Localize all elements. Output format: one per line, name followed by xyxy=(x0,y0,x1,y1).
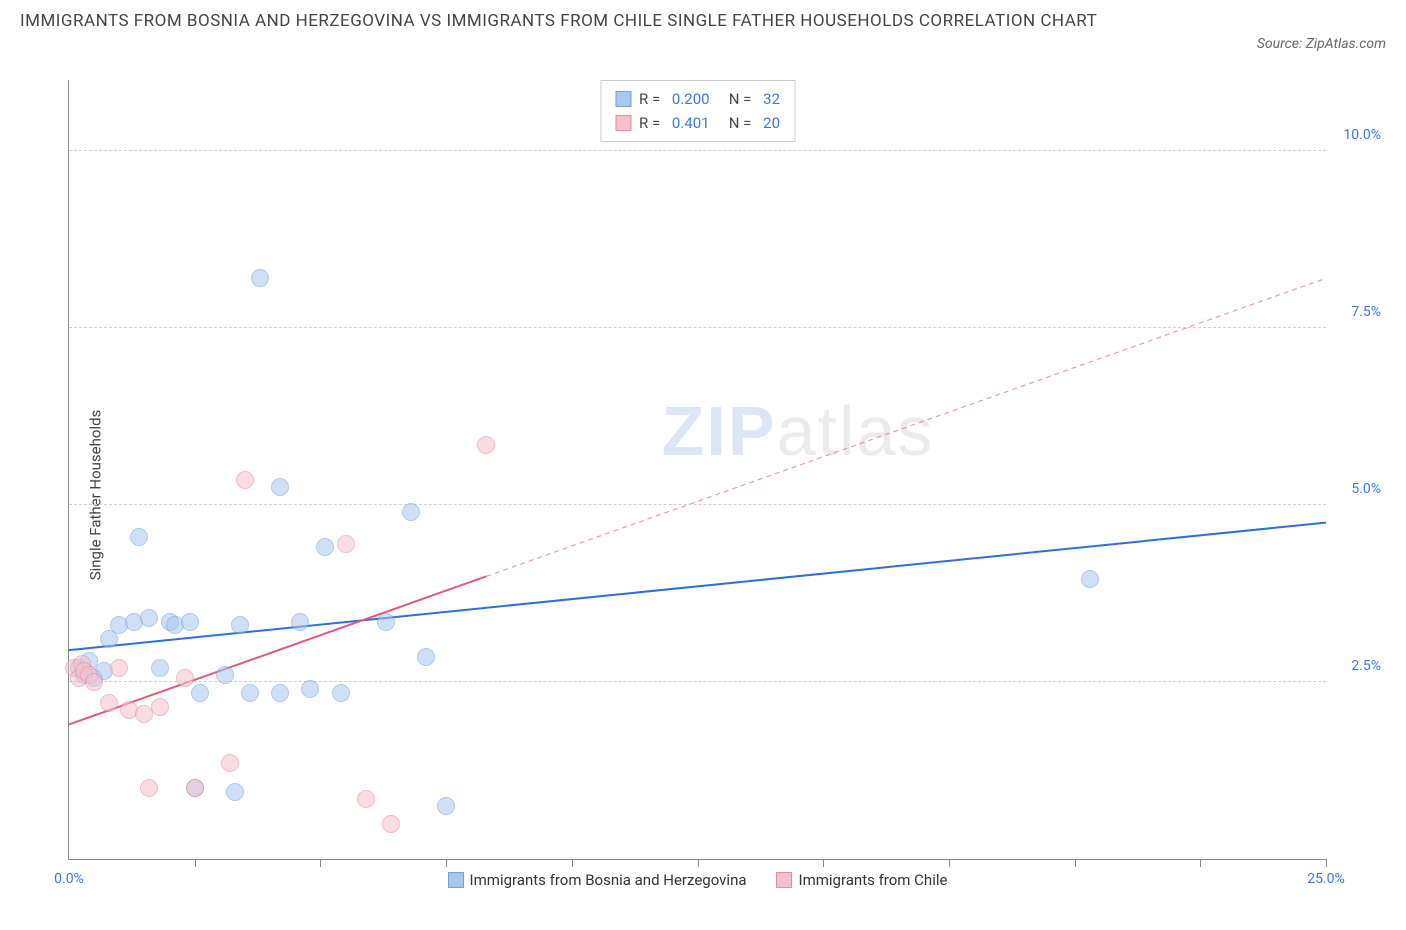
y-tick-label: 5.0% xyxy=(1351,481,1381,497)
watermark-zip: ZIP xyxy=(662,392,777,470)
y-tick-label: 2.5% xyxy=(1351,658,1381,674)
gridline-h xyxy=(69,681,1326,682)
n-label: N = xyxy=(718,111,756,135)
data-point xyxy=(100,694,118,712)
data-point xyxy=(241,684,259,702)
data-point xyxy=(477,436,495,454)
data-point xyxy=(221,754,239,772)
r-value: 0.401 xyxy=(672,111,710,135)
data-point xyxy=(301,680,319,698)
y-tick-label: 10.0% xyxy=(1343,127,1381,143)
x-tick xyxy=(949,859,950,867)
legend-swatch xyxy=(615,91,631,107)
plot-area: ZIPatlas R = 0.200 N = 32R = 0.401 N = 2… xyxy=(68,80,1326,860)
gridline-h xyxy=(69,150,1326,151)
x-tick xyxy=(1326,859,1327,867)
data-point xyxy=(377,613,395,631)
x-tick-label: 0.0% xyxy=(54,871,84,887)
r-label: R = xyxy=(639,87,664,111)
data-point xyxy=(191,684,209,702)
x-tick xyxy=(1075,859,1076,867)
r-label: R = xyxy=(639,111,664,135)
x-tick xyxy=(446,859,447,867)
data-point xyxy=(1081,570,1099,588)
data-point xyxy=(332,684,350,702)
data-point xyxy=(357,790,375,808)
data-point xyxy=(437,797,455,815)
x-tick-label: 25.0% xyxy=(1307,871,1345,887)
legend-item: Immigrants from Bosnia and Herzegovina xyxy=(448,871,747,889)
data-point xyxy=(382,815,400,833)
data-point xyxy=(316,538,334,556)
chart-title: IMMIGRANTS FROM BOSNIA AND HERZEGOVINA V… xyxy=(20,8,1097,35)
data-point xyxy=(85,673,103,691)
data-point xyxy=(151,659,169,677)
gridline-h xyxy=(69,504,1326,505)
x-tick xyxy=(320,859,321,867)
legend-swatch xyxy=(777,872,793,888)
data-point xyxy=(337,535,355,553)
trend-lines xyxy=(69,80,1326,859)
x-tick xyxy=(823,859,824,867)
data-point xyxy=(236,471,254,489)
data-point xyxy=(402,503,420,521)
data-point xyxy=(151,698,169,716)
legend-swatch xyxy=(448,872,464,888)
gridline-h xyxy=(69,327,1326,328)
data-point xyxy=(271,478,289,496)
data-point xyxy=(130,528,148,546)
legend-stat-row: R = 0.200 N = 32 xyxy=(615,87,780,111)
data-point xyxy=(186,779,204,797)
legend-label: Immigrants from Chile xyxy=(799,871,948,889)
data-point xyxy=(417,648,435,666)
data-point xyxy=(226,783,244,801)
data-point xyxy=(291,613,309,631)
data-point xyxy=(181,613,199,631)
legend-series: Immigrants from Bosnia and Herzegovina Im… xyxy=(448,871,948,889)
legend-stat-row: R = 0.401 N = 20 xyxy=(615,111,780,135)
data-point xyxy=(231,616,249,634)
source-attribution: Source: ZipAtlas.com xyxy=(1257,36,1386,52)
n-label: N = xyxy=(718,87,756,111)
data-point xyxy=(176,669,194,687)
n-value: 32 xyxy=(763,87,780,111)
r-value: 0.200 xyxy=(672,87,710,111)
legend-label: Immigrants from Bosnia and Herzegovina xyxy=(470,871,747,889)
data-point xyxy=(216,666,234,684)
watermark: ZIPatlas xyxy=(662,391,935,471)
n-value: 20 xyxy=(763,111,780,135)
legend-swatch xyxy=(615,115,631,131)
watermark-atlas: atlas xyxy=(777,392,935,470)
y-tick-label: 7.5% xyxy=(1351,304,1381,320)
data-point xyxy=(110,659,128,677)
x-tick xyxy=(572,859,573,867)
legend-item: Immigrants from Chile xyxy=(777,871,948,889)
data-point xyxy=(271,684,289,702)
chart-header: IMMIGRANTS FROM BOSNIA AND HERZEGOVINA V… xyxy=(0,0,1406,52)
data-point xyxy=(251,269,269,287)
x-tick xyxy=(698,859,699,867)
x-tick xyxy=(195,859,196,867)
chart-container: Single Father Households ZIPatlas R = 0.… xyxy=(20,80,1386,910)
x-tick xyxy=(1200,859,1201,867)
legend-stats: R = 0.200 N = 32R = 0.401 N = 20 xyxy=(600,80,795,142)
data-point xyxy=(140,779,158,797)
data-point xyxy=(140,609,158,627)
